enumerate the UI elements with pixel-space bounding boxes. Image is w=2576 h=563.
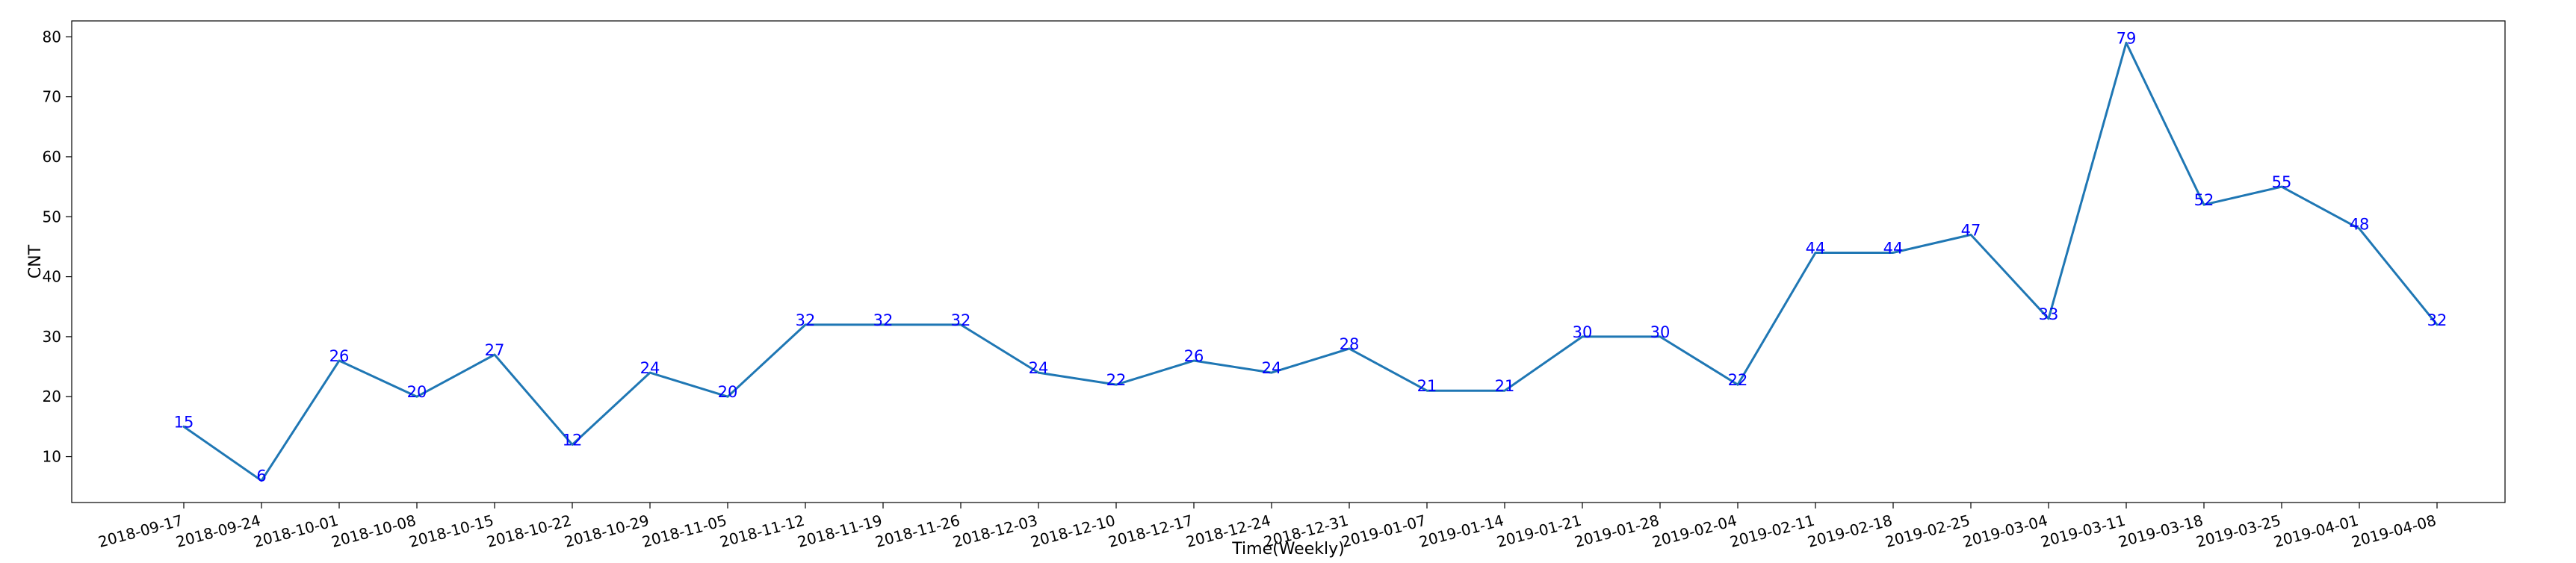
- y-tick-label: 10: [43, 448, 61, 466]
- data-label: 28: [1340, 335, 1360, 353]
- x-tick-label: 2019-01-21: [1495, 511, 1583, 551]
- series-line: [182, 41, 2439, 482]
- x-tick-label: 2018-11-19: [796, 511, 884, 551]
- x-tick-label: 2019-03-25: [2194, 511, 2282, 551]
- data-label: 32: [873, 311, 894, 329]
- x-tick-label: 2019-03-18: [2117, 511, 2205, 551]
- data-label: 32: [796, 311, 816, 329]
- data-label: 20: [718, 383, 738, 401]
- x-tick-label: 2019-03-04: [1961, 511, 2049, 551]
- data-label: 24: [1262, 359, 1282, 377]
- x-tick-label: 2019-04-01: [2272, 511, 2360, 551]
- data-label: 26: [1184, 347, 1204, 365]
- x-tick-label: 2018-12-03: [951, 511, 1039, 551]
- data-label: 21: [1417, 377, 1437, 395]
- x-tick-label: 2018-10-01: [252, 511, 340, 551]
- series-layer: [182, 41, 2439, 482]
- data-label: 44: [1806, 239, 1826, 257]
- data-label: 48: [2350, 215, 2370, 233]
- data-label: 27: [485, 341, 505, 359]
- data-label: 30: [1573, 323, 1593, 341]
- x-tick-label: 2019-04-08: [2350, 511, 2438, 551]
- x-tick-label: 2019-02-11: [1728, 511, 1816, 551]
- x-tick-label: 2019-01-14: [1417, 511, 1505, 551]
- y-tick-label: 60: [43, 148, 61, 166]
- x-tick-label: 2019-01-28: [1573, 511, 1661, 551]
- x-tick-label: 2018-10-22: [485, 511, 573, 551]
- data-label: 30: [1650, 323, 1671, 341]
- data-label: 44: [1883, 239, 1904, 257]
- data-label: 24: [640, 359, 660, 377]
- data-label: 32: [2427, 311, 2447, 329]
- data-label: 24: [1029, 359, 1049, 377]
- data-label: 55: [2272, 173, 2292, 191]
- y-axis-title: CNT: [26, 244, 45, 279]
- x-tick-label: 2018-12-10: [1029, 511, 1117, 551]
- data-label: 32: [951, 311, 971, 329]
- y-tick-label: 80: [43, 28, 61, 46]
- data-label: 52: [2194, 191, 2214, 209]
- y-tick-label: 50: [43, 208, 61, 225]
- plot-frame: [71, 20, 2506, 503]
- x-tick-label: 2018-11-05: [640, 511, 728, 551]
- data-label: 15: [174, 413, 194, 431]
- data-labels: 15 6 26 20 27 12 24 20 32 32 32 24 22 26 24 28 21 21 30 30 2…: [174, 29, 2447, 485]
- data-label: 47: [1961, 221, 1981, 239]
- x-tick-label: 2018-10-29: [563, 511, 651, 551]
- x-tick-label: 2018-10-08: [329, 511, 418, 551]
- x-tick-label: 2019-03-11: [2039, 511, 2127, 551]
- data-label: 6: [256, 467, 266, 485]
- x-tick-label: 2018-09-24: [174, 511, 262, 551]
- y-tick-label: 30: [43, 328, 61, 346]
- y-axis: 10 20 30 40 50 60 70 80: [43, 28, 72, 466]
- x-tick-label: 2019-02-18: [1806, 511, 1894, 551]
- y-tick-label: 70: [43, 88, 61, 106]
- data-label: 20: [407, 383, 427, 401]
- data-label: 79: [2117, 29, 2137, 47]
- x-tick-label: 2019-01-07: [1340, 511, 1428, 551]
- y-tick-label: 20: [43, 388, 61, 405]
- data-label: 22: [1106, 371, 1127, 389]
- x-tick-label: 2019-02-04: [1650, 511, 1739, 551]
- data-label: 33: [2039, 305, 2059, 323]
- x-tick-label: 2019-02-25: [1883, 511, 1972, 551]
- x-tick-label: 2018-11-26: [873, 511, 962, 551]
- x-tick-label: 2018-12-17: [1106, 511, 1195, 551]
- y-tick-label: 40: [43, 268, 61, 286]
- x-tick-label: 2018-09-17: [96, 511, 185, 551]
- x-tick-label: 2018-10-15: [407, 511, 495, 551]
- data-label: 12: [563, 431, 583, 449]
- x-axis-title: Time(Weekly): [1231, 540, 1344, 559]
- data-label: 26: [329, 347, 350, 365]
- x-tick-label: 2018-11-12: [718, 511, 806, 551]
- data-label: 21: [1495, 377, 1515, 395]
- data-label: 22: [1728, 371, 1748, 389]
